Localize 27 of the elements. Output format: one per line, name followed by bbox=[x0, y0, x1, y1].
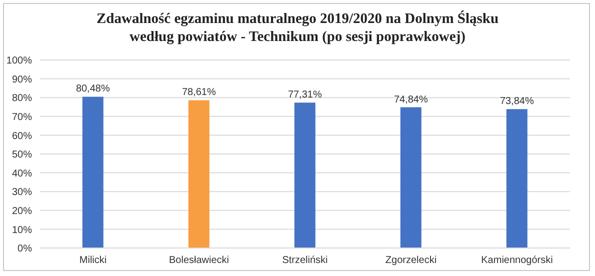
y-tick-label: 40% bbox=[12, 168, 32, 180]
bar bbox=[82, 96, 104, 248]
y-tick-label: 50% bbox=[12, 150, 32, 161]
y-tick-label: 10% bbox=[12, 224, 32, 236]
y-tick-label: 100% bbox=[6, 56, 32, 67]
bar bbox=[400, 107, 422, 248]
y-tick-label: 90% bbox=[12, 74, 32, 86]
y-tick-label: 60% bbox=[12, 130, 32, 142]
data-label: 77,31% bbox=[288, 90, 322, 101]
y-tick-label: 80% bbox=[12, 93, 32, 104]
bar bbox=[294, 102, 316, 248]
y-tick-label: 70% bbox=[12, 112, 32, 123]
x-tick-label: Bolesławiecki bbox=[168, 255, 230, 266]
x-tick-label: Milicki bbox=[79, 255, 107, 266]
y-tick-label: 0% bbox=[18, 244, 32, 255]
data-label: 80,48% bbox=[76, 84, 110, 95]
x-tick-label: Zgorzelecki bbox=[385, 255, 437, 266]
data-label: 73,84% bbox=[500, 96, 534, 108]
x-tick-label: Strzeliński bbox=[282, 255, 328, 266]
y-tick-label: 20% bbox=[12, 206, 32, 217]
data-label: 74,84% bbox=[394, 94, 428, 106]
bar bbox=[506, 109, 528, 248]
data-label: 78,61% bbox=[182, 87, 216, 98]
y-tick-label: 30% bbox=[12, 187, 32, 198]
chart-title: Zdawalność egzaminu maturalnego 2019/2020 na Dolnym Śląsku według powiatów - Technikum (po sesji poprawkowej) bbox=[95, 10, 500, 46]
bar bbox=[188, 100, 210, 248]
x-tick-label: Kamiennogórski bbox=[481, 255, 553, 266]
